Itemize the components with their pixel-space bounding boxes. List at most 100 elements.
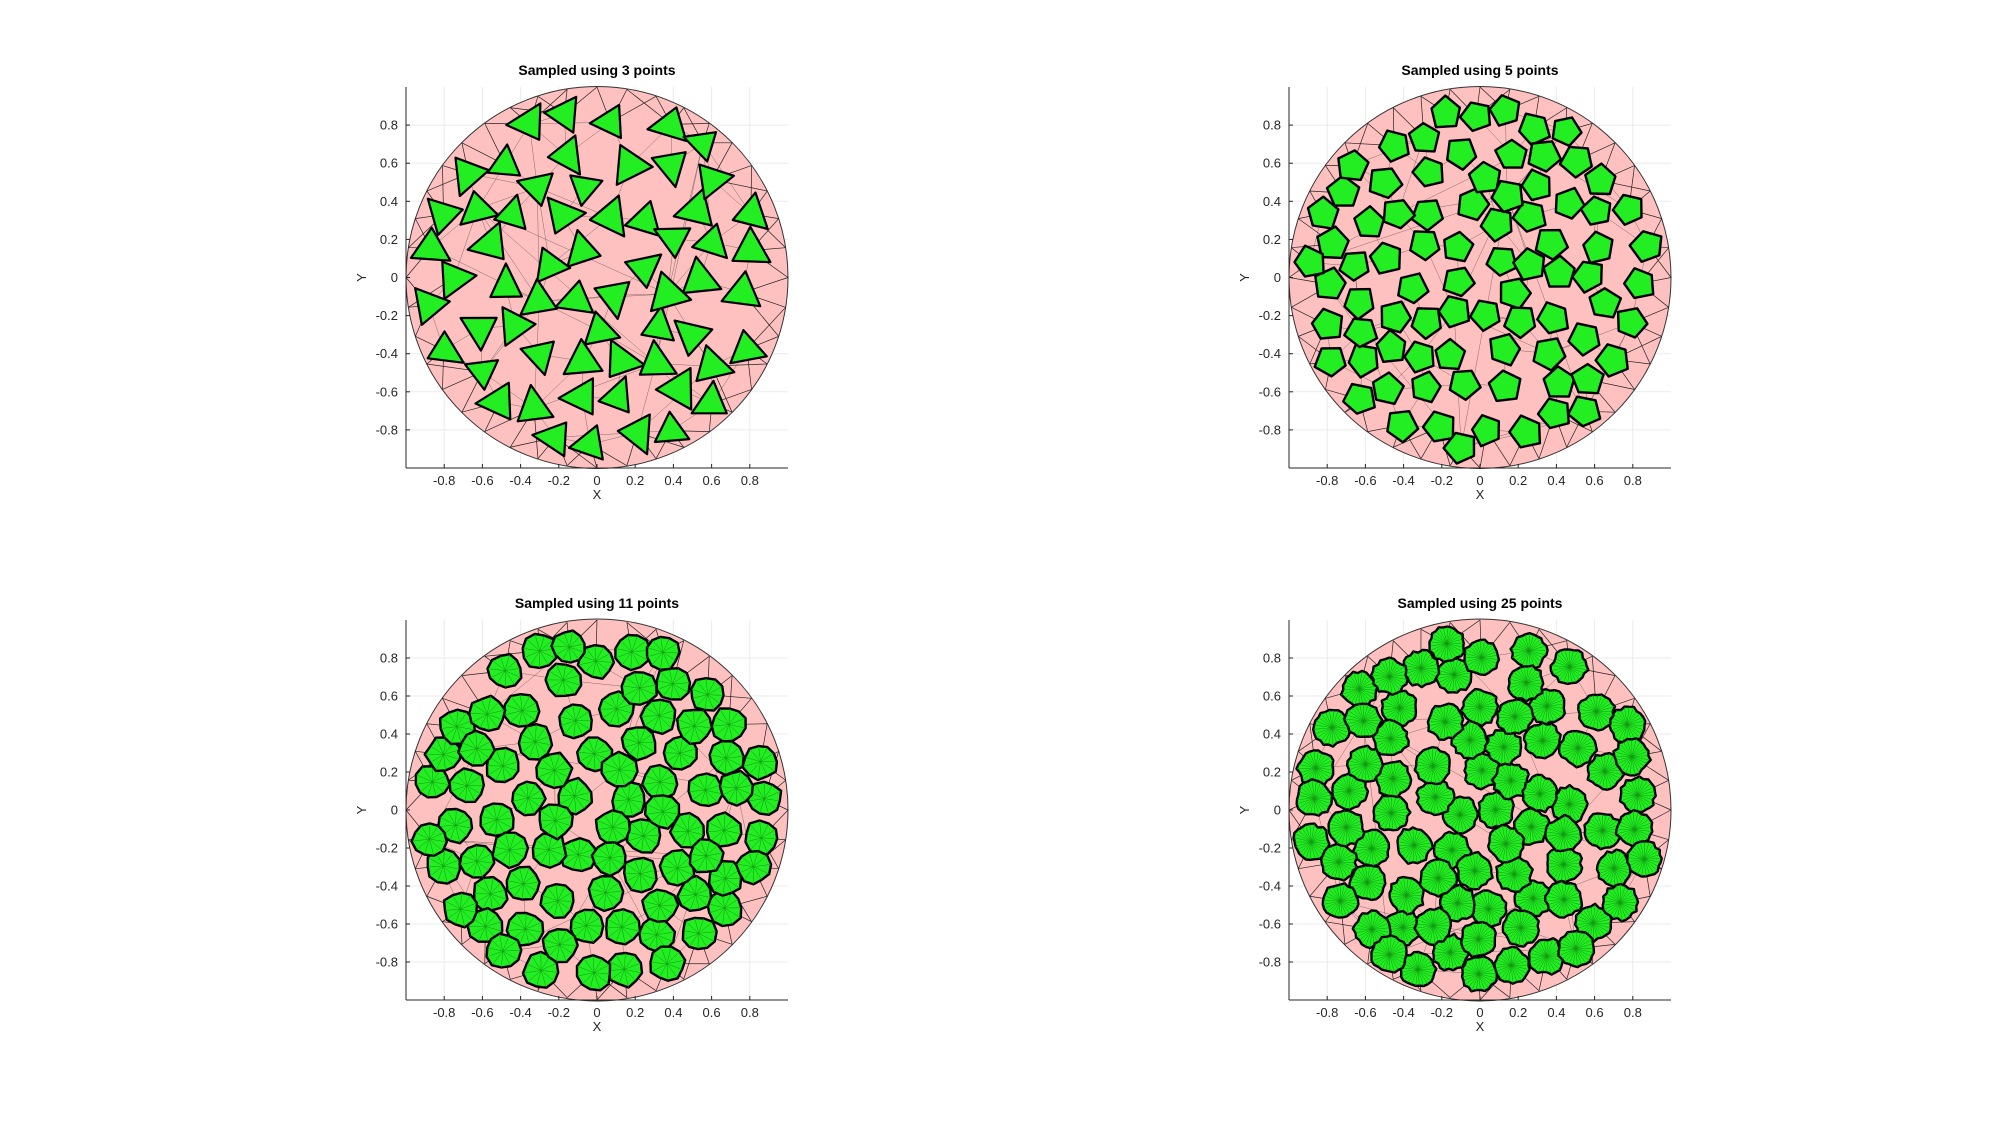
cell-fan-line xyxy=(1294,832,1312,843)
cell-fan-line xyxy=(1417,954,1427,970)
cell-fan-line xyxy=(695,875,697,895)
cell-fan-line xyxy=(487,947,503,952)
cell-fan-line xyxy=(1534,705,1548,718)
cells xyxy=(1293,94,1663,465)
cell-fan-line xyxy=(1315,765,1333,769)
cell-fan-line xyxy=(1484,809,1496,823)
cell-fan-line xyxy=(539,639,554,652)
cell-fan-line xyxy=(1550,850,1564,865)
cell-fan-line xyxy=(1643,859,1647,877)
cell-fan-line xyxy=(1539,781,1554,794)
cell-fan-line xyxy=(1422,878,1439,890)
cell-fan-line xyxy=(1442,663,1455,676)
cell-fan-line xyxy=(600,857,611,873)
cell-fan-line xyxy=(1631,756,1648,764)
cell-fan-line xyxy=(563,664,566,681)
cell-fan-line xyxy=(1634,814,1642,830)
cell-fan-line xyxy=(527,797,546,800)
cell-fan-line xyxy=(1499,709,1515,717)
cell-fan-line xyxy=(1495,809,1502,828)
cell-fan-line xyxy=(1598,861,1615,869)
cell-fan-line xyxy=(1457,895,1473,904)
cell-fan-line xyxy=(1503,716,1516,730)
cell-fan-line xyxy=(1435,796,1455,800)
cell-fan-line xyxy=(1474,870,1492,874)
cell-fan-line xyxy=(1418,652,1422,669)
cell-fan-line xyxy=(1354,749,1366,765)
cell-fan-line xyxy=(1546,691,1560,707)
cell-fan-line xyxy=(521,710,537,722)
cell-fan-line xyxy=(691,688,708,695)
cell-fan-line xyxy=(1357,848,1372,860)
cell-fan-line xyxy=(1605,902,1621,914)
cell xyxy=(1313,347,1347,378)
cell-fan-line xyxy=(1438,839,1453,851)
cell-fan-line xyxy=(640,873,657,880)
cell-fan-line xyxy=(1634,811,1639,830)
cell-fan-line xyxy=(1323,861,1339,873)
cell-fan-line xyxy=(639,873,652,889)
cell xyxy=(1469,299,1501,332)
cell-fan-line xyxy=(621,920,639,928)
y-tick-label: 0.8 xyxy=(380,651,398,666)
cell-fan-line xyxy=(595,652,611,662)
cell-fan-line xyxy=(1503,746,1513,761)
cell-fan-line xyxy=(1563,899,1573,915)
cell-fan-line xyxy=(485,819,497,834)
cell-fan-line xyxy=(1427,748,1434,767)
cell-fan-line xyxy=(588,737,595,754)
cell-fan-line xyxy=(1379,778,1394,793)
cell-fan-line xyxy=(1389,954,1407,956)
cell-fan-line xyxy=(1557,882,1565,900)
cell xyxy=(1582,230,1614,265)
cell-fan-line xyxy=(457,785,468,799)
cell-fan-line xyxy=(1390,738,1405,749)
cell-fan-line xyxy=(1590,906,1594,924)
cell-fan-line xyxy=(1469,730,1484,741)
cell-fan-line xyxy=(1620,897,1637,903)
cell-fan-line xyxy=(1479,706,1496,715)
cell-fan-line xyxy=(666,946,672,964)
cell-fan-line xyxy=(532,848,549,850)
cell-fan-line xyxy=(460,902,477,910)
cell-fan-line xyxy=(1495,796,1505,810)
cell-fan-line xyxy=(1488,895,1502,910)
cell-fan-line xyxy=(1343,688,1360,690)
y-axis-label: Y xyxy=(354,805,369,814)
cell-fan-line xyxy=(605,842,611,859)
cell-fan-line xyxy=(1315,756,1332,769)
cell-fan-line xyxy=(1465,770,1483,781)
cell-fan-line xyxy=(1514,712,1533,717)
cell-fan-line xyxy=(1616,756,1633,765)
cell-fan-line xyxy=(1370,675,1390,677)
cell-fan-line xyxy=(1346,812,1353,828)
cell-fan-line xyxy=(1532,882,1543,899)
cell-fan-line xyxy=(1463,705,1480,708)
cell-fan-line xyxy=(1531,811,1540,828)
y-tick-label: 0 xyxy=(391,270,398,285)
cell-fan-line xyxy=(1392,766,1408,779)
cell-fan-line xyxy=(1634,814,1647,830)
cell-fan-line xyxy=(1434,947,1451,953)
cell-fan-line xyxy=(652,952,668,964)
cell-fan-line xyxy=(1549,864,1564,876)
cell-fan-line xyxy=(1569,799,1586,805)
cell-fan-line xyxy=(1577,732,1586,749)
cell-fan-line xyxy=(1563,888,1577,900)
cell-fan-line xyxy=(476,748,483,766)
cell-fan-line xyxy=(1569,666,1589,671)
cell-fan-line xyxy=(1563,883,1567,900)
cell-fan-line xyxy=(693,845,707,857)
cell-fan-line xyxy=(1619,756,1633,768)
cell-fan-line xyxy=(1575,948,1578,968)
cell-fan-line xyxy=(1331,845,1339,863)
cell-fan-line xyxy=(1596,830,1603,846)
cell-fan-line xyxy=(449,781,468,787)
cell-fan-line xyxy=(1478,926,1491,940)
cell-fan-line xyxy=(644,905,660,911)
cell-fan-line xyxy=(1560,938,1576,949)
cell-fan-line xyxy=(1542,740,1560,744)
cell-fan-line xyxy=(1588,821,1603,831)
cell-fan-line xyxy=(415,838,430,851)
cell-fan-line xyxy=(1624,794,1638,805)
